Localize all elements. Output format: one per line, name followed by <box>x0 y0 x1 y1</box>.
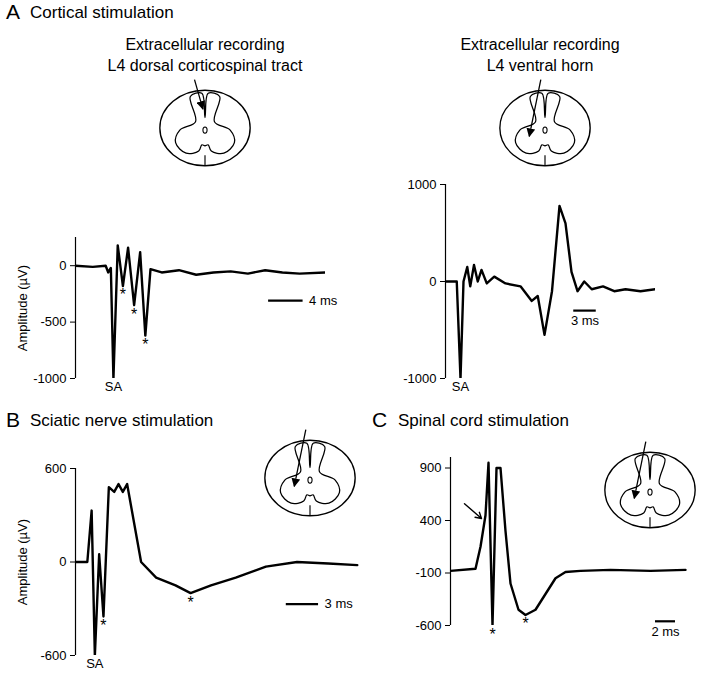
svg-text:3 ms: 3 ms <box>571 313 600 328</box>
svg-text:400: 400 <box>420 513 442 528</box>
svg-text:SA: SA <box>105 379 123 394</box>
svg-text:SA: SA <box>86 656 104 671</box>
svg-text:600: 600 <box>45 461 67 476</box>
svg-text:0: 0 <box>429 274 436 289</box>
html-text:B: B <box>6 408 20 431</box>
svg-text:-600: -600 <box>415 618 441 633</box>
svg-text:Amplitude (µV): Amplitude (µV) <box>15 519 30 605</box>
svg-text:SA: SA <box>452 379 470 394</box>
svg-text:4 ms: 4 ms <box>309 293 338 308</box>
html-text:Cortical stimulation: Cortical stimulation <box>30 3 174 22</box>
svg-text:-100: -100 <box>415 565 441 580</box>
svg-text:*: * <box>489 626 495 643</box>
svg-text:Amplitude (µV): Amplitude (µV) <box>15 265 30 351</box>
html-text:A: A <box>6 0 20 23</box>
svg-text:2 ms: 2 ms <box>651 624 680 639</box>
svg-text:900: 900 <box>420 460 442 475</box>
svg-text:3 ms: 3 ms <box>325 596 354 611</box>
html-text:Extracellular recording L4 dor: Extracellular recording L4 dorsal cortic… <box>107 36 303 74</box>
svg-text:1000: 1000 <box>408 177 437 192</box>
svg-text:0: 0 <box>59 258 66 273</box>
html-text:C: C <box>372 408 388 431</box>
svg-text:-600: -600 <box>40 648 66 663</box>
svg-text:*: * <box>131 306 137 323</box>
svg-text:*: * <box>142 336 148 353</box>
html-text:Extracellular recording L4 ven: Extracellular recording L4 ventral horn <box>460 36 620 74</box>
svg-text:*: * <box>187 594 193 611</box>
svg-text:-1000: -1000 <box>33 371 66 386</box>
html-text:Sciatic nerve stimulation: Sciatic nerve stimulation <box>30 411 214 430</box>
svg-text:-500: -500 <box>40 314 66 329</box>
svg-text:*: * <box>100 617 106 634</box>
svg-text:*: * <box>522 615 528 632</box>
html-text:Spinal cord stimulation: Spinal cord stimulation <box>398 411 569 430</box>
svg-text:*: * <box>120 286 126 303</box>
svg-text:-1000: -1000 <box>403 371 436 386</box>
svg-text:0: 0 <box>59 554 66 569</box>
